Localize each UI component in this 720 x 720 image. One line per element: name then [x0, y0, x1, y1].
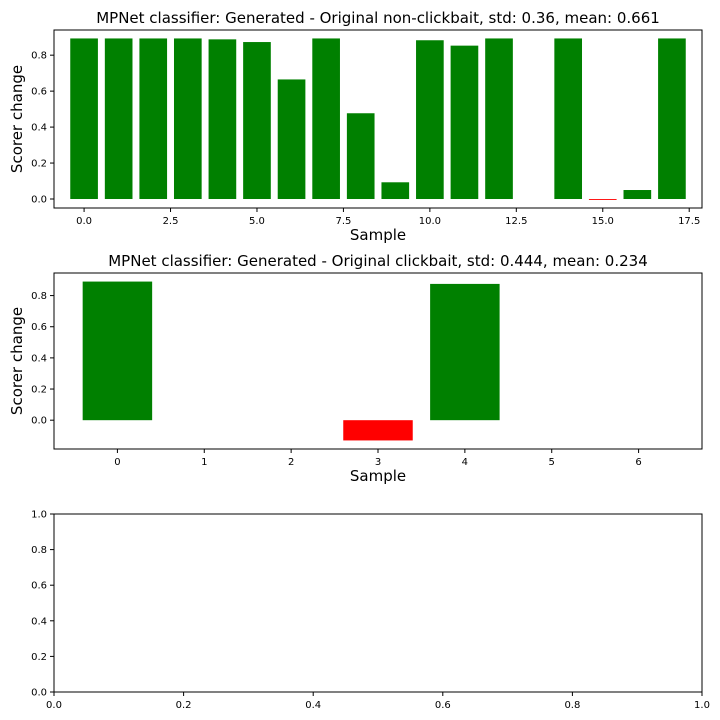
- bar-sample-0: [70, 38, 98, 200]
- bar-sample-4: [208, 39, 237, 200]
- x-tick-label: 5.0: [249, 216, 265, 227]
- bar-sample-5: [243, 42, 271, 200]
- bar-sample-9: [381, 182, 410, 200]
- bar-sample-10: [416, 40, 444, 200]
- x-tick-label: 0: [114, 457, 120, 468]
- x-tick-label: 2.5: [163, 216, 179, 227]
- bar-sample-3: [173, 38, 202, 200]
- bar-sample-16: [623, 190, 652, 200]
- x-tick-label: 1: [201, 457, 207, 468]
- y-tick-label: 0.4: [31, 123, 47, 134]
- x-tick-label: 0.4: [305, 700, 321, 711]
- y-tick-label: 0.8: [31, 545, 47, 556]
- x-tick-label: 10.0: [419, 216, 441, 227]
- x-tick-label: 4: [462, 457, 468, 468]
- y-axis-label: Scorer change: [8, 65, 26, 173]
- y-tick-label: 1.0: [31, 510, 47, 521]
- bar-sample-7: [312, 38, 340, 200]
- y-tick-label: 0.4: [31, 616, 47, 627]
- y-tick-label: 0.6: [31, 322, 47, 333]
- x-tick-label: 0.8: [564, 700, 580, 711]
- bar-sample-17: [658, 38, 686, 200]
- bar-sample-6: [277, 79, 306, 200]
- bar-sample-11: [450, 45, 479, 200]
- x-axis-label: Sample: [350, 467, 406, 485]
- y-tick-label: 0.8: [31, 291, 47, 302]
- bar-sample-8: [346, 113, 375, 200]
- x-tick-label: 3: [375, 457, 381, 468]
- bar-sample-0: [82, 281, 153, 421]
- bar-sample-1: [104, 38, 133, 200]
- y-tick-label: 0.2: [31, 385, 47, 396]
- x-tick-label: 0.6: [435, 700, 451, 711]
- x-tick-label: 1.0: [694, 700, 710, 711]
- y-axis-label: Scorer change: [8, 307, 26, 415]
- x-tick-label: 12.5: [505, 216, 527, 227]
- x-tick-label: 0.0: [46, 700, 62, 711]
- axes-frame: [53, 29, 703, 209]
- bar-sample-14: [554, 38, 583, 200]
- y-tick-label: 0.2: [31, 652, 47, 663]
- bar-sample-12: [485, 38, 513, 200]
- x-tick-label: 2: [288, 457, 294, 468]
- x-tick-label: 0.0: [76, 216, 92, 227]
- y-tick-label: 0.6: [31, 581, 47, 592]
- y-tick-label: 0.6: [31, 87, 47, 98]
- x-tick-label: 6: [635, 457, 641, 468]
- y-tick-label: 0.0: [31, 416, 47, 427]
- x-tick-label: 15.0: [592, 216, 614, 227]
- y-tick-label: 0.0: [31, 195, 47, 206]
- chart-title: MPNet classifier: Generated - Original c…: [108, 252, 648, 270]
- y-tick-label: 0.0: [31, 688, 47, 699]
- chart-title: MPNet classifier: Generated - Original n…: [96, 9, 660, 27]
- x-tick-label: 7.5: [335, 216, 351, 227]
- x-axis-label: Sample: [350, 226, 406, 244]
- x-tick-label: 0.2: [176, 700, 192, 711]
- x-tick-label: 17.5: [678, 216, 700, 227]
- y-tick-label: 0.4: [31, 353, 47, 364]
- subplot-2: 0 1 2 3 4 5 6 0.0 0.2 0.4 0.6 0.8 MPNet classifier: …: [8, 252, 703, 485]
- bar-sample-3: [343, 420, 413, 441]
- y-tick-label: 0.2: [31, 159, 47, 170]
- y-tick-label: 0.8: [31, 51, 47, 62]
- bar-sample-2: [139, 38, 168, 200]
- subplot-3: 0.0 0.2 0.4 0.6 0.8 1.0 0.0 0.2 0.4 0.6 0.8 1.0: [31, 510, 710, 712]
- axes-frame: [53, 513, 703, 693]
- x-tick-label: 5: [549, 457, 555, 468]
- bar-sample-15: [588, 199, 617, 200]
- bar-sample-4: [430, 283, 500, 421]
- subplot-1: 0.0 2.5 5.0 7.5 10.0 12.5 15.0 17.5 0.0 0.2 0.4 0.6…: [8, 9, 703, 244]
